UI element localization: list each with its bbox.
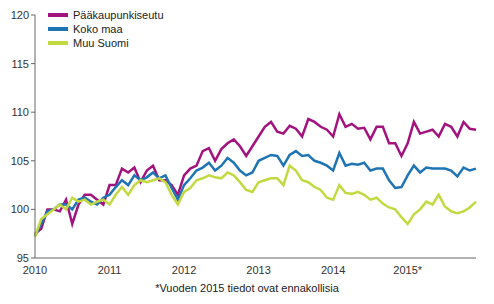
svg-text:2013: 2013 <box>246 264 270 276</box>
svg-text:100: 100 <box>11 203 29 215</box>
svg-text:2014: 2014 <box>321 264 345 276</box>
svg-text:95: 95 <box>17 252 29 264</box>
html-text:*Vuoden 2015 tiedot ovat ennak: *Vuoden 2015 tiedot ovat ennakollisia <box>155 282 339 294</box>
svg-text:2011: 2011 <box>98 264 122 276</box>
svg-text:120: 120 <box>11 9 29 21</box>
svg-text:110: 110 <box>11 106 29 118</box>
html-text:Koko maa: Koko maa <box>73 23 123 35</box>
svg-text:105: 105 <box>11 155 29 167</box>
html-text:Pääkaupunkiseutu: Pääkaupunkiseutu <box>73 9 164 21</box>
svg-text:2010: 2010 <box>23 264 47 276</box>
svg-text:2012: 2012 <box>172 264 196 276</box>
html-text:Muu Suomi: Muu Suomi <box>73 37 129 49</box>
svg-text:2015*: 2015* <box>393 264 422 276</box>
svg-text:115: 115 <box>11 58 29 70</box>
